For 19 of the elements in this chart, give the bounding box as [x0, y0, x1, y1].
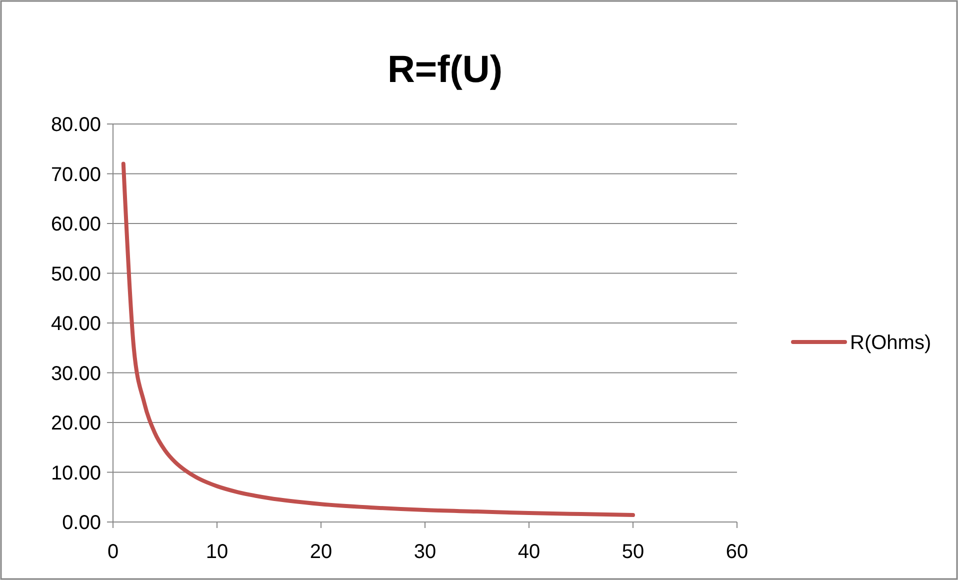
y-tick-label: 40.00: [50, 313, 101, 335]
x-tick-label: 30: [414, 541, 436, 563]
y-tick-label: 10.00: [50, 462, 101, 484]
chart-title: R=f(U): [387, 49, 503, 91]
y-tick-label: 60.00: [50, 214, 101, 236]
y-tick-label: 70.00: [50, 164, 101, 186]
y-tick-label: 20.00: [50, 412, 101, 434]
x-tick-label: 0: [107, 541, 119, 563]
legend-label: R(Ohms): [850, 332, 932, 354]
x-tick-label: 10: [206, 541, 228, 563]
x-tick-label: 60: [726, 541, 748, 563]
line-series: [121, 162, 635, 518]
y-tick-label: 0.00: [62, 512, 101, 534]
y-tick-label: 80.00: [50, 114, 101, 136]
x-tick-label: 50: [622, 541, 644, 563]
y-tick-label: 30.00: [50, 362, 101, 385]
x-tick-label: 20: [310, 541, 332, 563]
y-tick-label: 50.00: [50, 263, 101, 286]
x-tick-label: 40: [518, 541, 540, 563]
